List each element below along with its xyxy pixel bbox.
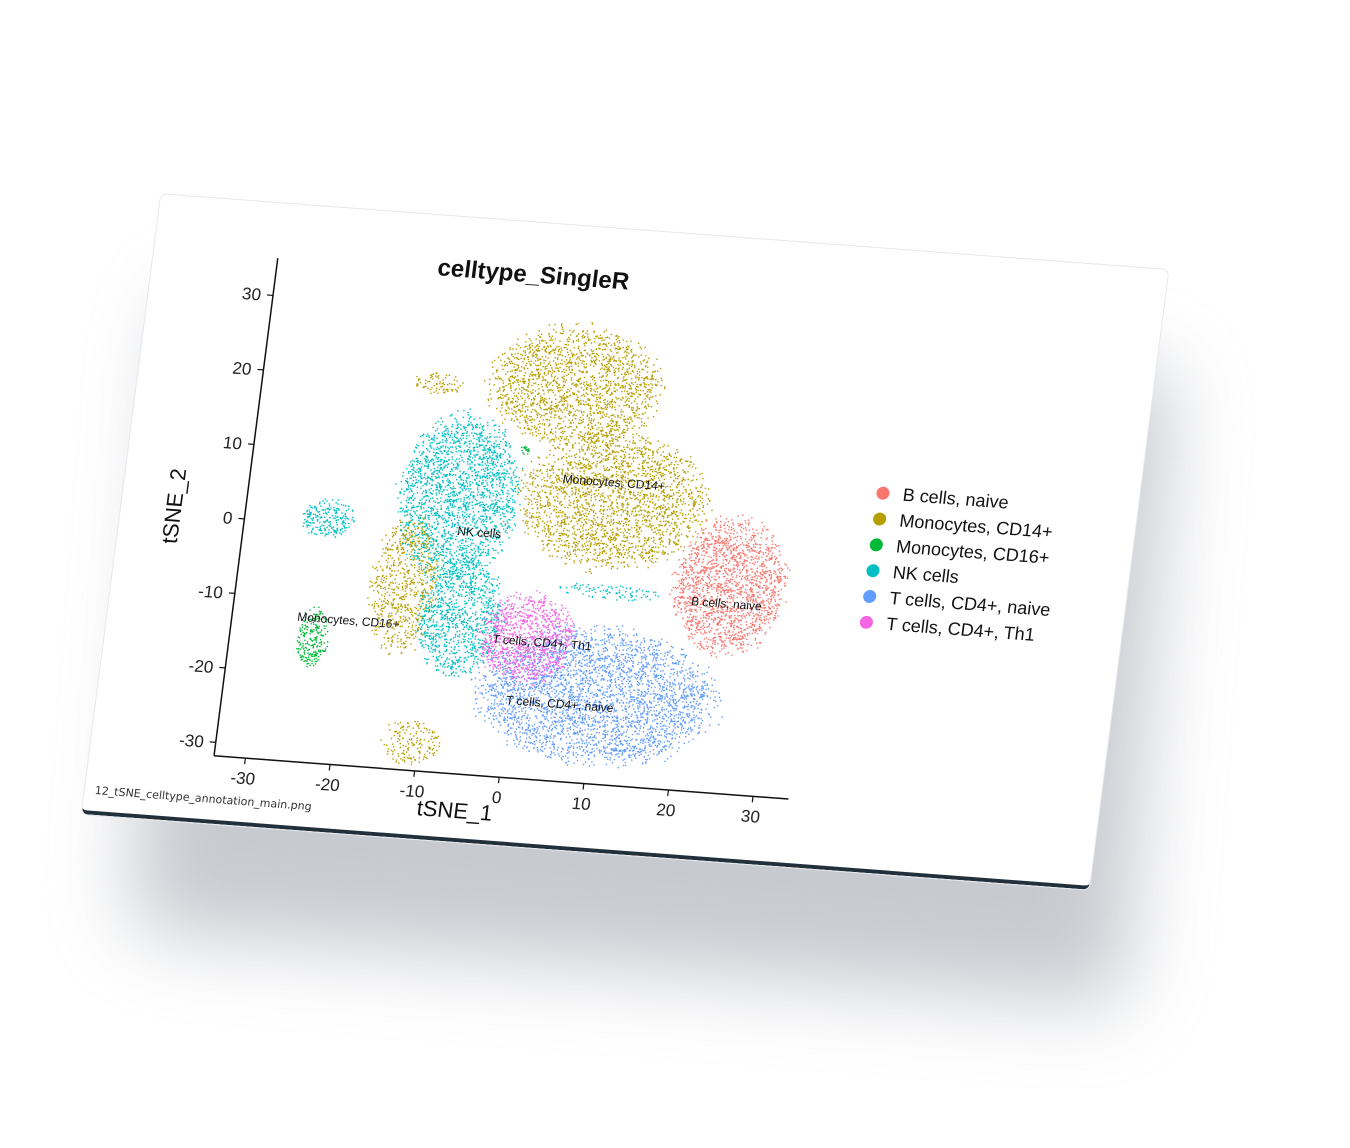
- x-tick: [328, 764, 331, 771]
- series-t-cells-cd4-naive: [470, 624, 723, 769]
- y-tick-label: 20: [231, 359, 252, 379]
- x-tick-label: 30: [740, 807, 761, 827]
- legend-swatch: [859, 615, 873, 629]
- series-b-cells-naive: [669, 514, 791, 658]
- y-tick-label: -20: [188, 656, 215, 677]
- x-tick: [413, 770, 416, 777]
- cluster-points: [296, 606, 329, 668]
- y-tick-label: 10: [222, 433, 243, 453]
- x-tick-label: 0: [491, 788, 503, 808]
- y-tick-label: 30: [241, 284, 262, 304]
- legend-swatch: [866, 564, 880, 578]
- legend-swatch: [876, 486, 890, 500]
- legend-label: B cells, naive: [902, 485, 1010, 513]
- legend-label: NK cells: [892, 562, 960, 587]
- points-layer: [296, 322, 791, 769]
- cluster-points: [669, 514, 791, 658]
- chart-title: celltype_SingleR: [436, 254, 631, 295]
- cluster-points: [521, 446, 530, 455]
- x-axis-line: [213, 755, 789, 800]
- cluster-label: Monocytes, CD14+: [562, 472, 666, 494]
- y-axis-title: tSNE_2: [157, 468, 192, 545]
- x-tick-label: -10: [399, 781, 426, 802]
- cluster-label: B cells, naive: [690, 594, 763, 613]
- x-tick-label: -20: [314, 775, 341, 796]
- cluster-points: [416, 372, 464, 395]
- tsne-plot: celltype_SingleR Monocytes, CD14+ NK cell…: [157, 254, 1054, 827]
- legend-swatch: [863, 590, 877, 603]
- cluster-points: [559, 582, 660, 602]
- y-tick-label: 0: [222, 508, 234, 528]
- cluster-points: [514, 429, 713, 575]
- x-tick-label: 10: [571, 794, 592, 814]
- x-axis-title: tSNE_1: [415, 795, 494, 825]
- series-monocytes-cd14: [367, 322, 713, 766]
- legend-swatch: [869, 538, 883, 552]
- cluster-points: [367, 514, 443, 656]
- cluster-points: [395, 408, 524, 584]
- image-card: celltype_SingleR Monocytes, CD14+ NK cell…: [81, 194, 1169, 890]
- x-tick-label: 20: [655, 800, 676, 820]
- cluster-points: [483, 322, 666, 451]
- cluster-label: Monocytes, CD16+: [297, 610, 401, 632]
- x-tick: [497, 777, 500, 784]
- y-axis-line: [213, 258, 279, 756]
- cluster-points: [302, 498, 355, 538]
- x-tick: [751, 796, 754, 803]
- axes: -30 -20 -10 0 10 20 30 -30 -20 -10 0 10 20 30: [178, 258, 789, 827]
- y-tick-label: -30: [178, 731, 205, 752]
- y-tick-label: -10: [197, 582, 224, 603]
- cluster-points: [380, 720, 441, 766]
- series-monocytes-cd16: [296, 446, 530, 668]
- x-tick: [244, 758, 246, 765]
- legend-label: T cells, CD4+, Th1: [885, 614, 1036, 645]
- cluster-points: [470, 624, 723, 769]
- x-tick-label: -30: [229, 768, 256, 789]
- x-tick: [667, 789, 670, 796]
- x-tick: [582, 783, 585, 790]
- cluster-label: NK cells: [456, 524, 502, 541]
- legend-swatch: [873, 512, 887, 526]
